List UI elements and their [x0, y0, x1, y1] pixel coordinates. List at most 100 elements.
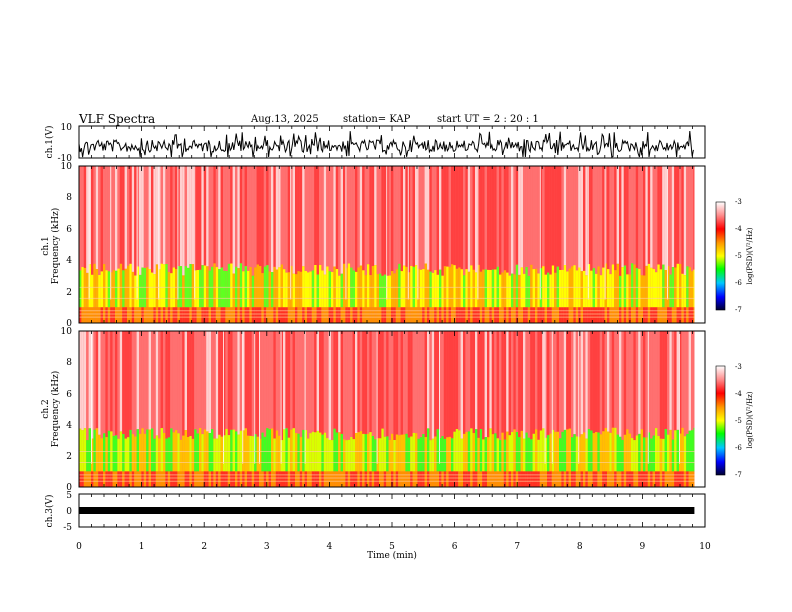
spec-upper-column: [407, 331, 411, 438]
spec-upper-column: [643, 331, 646, 438]
spec-mid-column: [674, 430, 677, 472]
spec-mid-column: [487, 437, 490, 472]
spec-upper-column: [98, 166, 101, 275]
spec-mid-column: [333, 428, 336, 472]
spec-mid-column: [379, 438, 382, 472]
spec-low-column: [496, 307, 499, 323]
spec-low-column: [580, 307, 583, 323]
spec-upper-column: [143, 166, 147, 268]
spec-mid-column: [475, 429, 478, 472]
spec-mid-column: [633, 264, 636, 308]
spec-mid-column: [167, 272, 171, 308]
spec-upper-column: [316, 166, 319, 275]
spec-mid-column: [599, 275, 603, 308]
spec-upper-column: [455, 331, 459, 429]
spec-low-column: [362, 471, 365, 487]
spec-mid-column: [194, 429, 197, 472]
spec-mid-column: [347, 263, 351, 308]
spec-low-column: [323, 471, 327, 487]
spec-upper-column: [139, 166, 142, 275]
spec-low-column: [347, 471, 351, 487]
spec-low-column: [374, 471, 377, 487]
spec-upper-column: [88, 166, 91, 265]
spec-low-column: [513, 471, 516, 487]
spec-upper-column: [261, 331, 264, 433]
spec-low-column: [628, 307, 631, 323]
spec-upper-column: [400, 331, 403, 435]
spec-low-column: [489, 471, 492, 487]
spec-upper-column: [609, 331, 612, 433]
spec-mid-column: [191, 264, 195, 308]
spec-upper-column: [263, 166, 267, 267]
spec-low-column: [148, 471, 151, 487]
ch2-spectrogram-image: [79, 331, 695, 487]
spec-low-column: [194, 471, 197, 487]
spec-low-column: [602, 471, 605, 487]
spec-low-column: [662, 307, 665, 323]
spec-low-column: [340, 471, 343, 487]
spec-upper-column: [460, 166, 463, 270]
spec-low-column: [115, 307, 118, 323]
spec-low-column: [256, 471, 259, 487]
spec-mid-column: [621, 439, 624, 472]
spec-mid-column: [189, 436, 192, 472]
spec-mid-column: [287, 272, 291, 308]
spec-mid-column: [604, 428, 607, 472]
spec-upper-column: [215, 331, 219, 439]
spec-upper-column: [153, 331, 156, 439]
spec-mid-column: [218, 434, 221, 472]
spec-low-column: [251, 307, 255, 323]
spec-mid-column: [268, 429, 271, 472]
spec-mid-column: [134, 436, 137, 472]
spec-low-column: [597, 471, 600, 487]
spec-mid-column: [374, 439, 377, 472]
spec-upper-column: [619, 166, 622, 276]
spec-upper-column: [542, 166, 545, 267]
spec-mid-column: [679, 433, 682, 472]
spec-upper-column: [175, 331, 178, 431]
spec-mid-column: [417, 268, 420, 308]
spec-mid-column: [107, 271, 111, 308]
spec-low-column: [199, 471, 202, 487]
spec-low-column: [338, 307, 341, 323]
spec-low-column: [326, 307, 329, 323]
spec-upper-column: [311, 331, 315, 432]
spec-low-column: [655, 471, 658, 487]
spec-upper-column: [242, 166, 245, 272]
spec-upper-column: [208, 166, 211, 271]
spec-low-column: [619, 471, 622, 487]
spec-mid-column: [299, 271, 303, 308]
spec-upper-column: [688, 331, 691, 431]
spec-mid-column: [105, 437, 108, 472]
spec-upper-column: [467, 166, 471, 272]
spec-mid-column: [220, 436, 223, 472]
spec-mid-column: [112, 435, 115, 472]
ch1-freq-tick-0: 0: [66, 319, 72, 329]
spec-low-column: [621, 471, 624, 487]
spec-upper-column: [537, 331, 540, 440]
spec-upper-column: [599, 166, 603, 276]
spec-low-column: [604, 307, 607, 323]
spec-low-column: [393, 307, 396, 323]
spec-low-column: [141, 307, 144, 323]
spec-upper-column: [367, 166, 370, 265]
spec-low-column: [633, 471, 636, 487]
spec-low-column: [100, 471, 103, 487]
spec-mid-column: [163, 432, 166, 472]
spec-low-column: [472, 307, 475, 323]
ch3-ytick-0: 0: [66, 507, 72, 517]
spec-mid-column: [383, 436, 387, 472]
spec-mid-column: [129, 263, 132, 308]
x-tick-label-9: 9: [640, 542, 646, 552]
spec-mid-column: [508, 275, 511, 308]
spec-low-column: [599, 471, 603, 487]
spec-white-streak: [679, 331, 680, 464]
spec-upper-column: [578, 331, 581, 437]
spec-upper-column: [571, 331, 574, 438]
spec-upper-column: [184, 331, 187, 431]
spec-low-column: [326, 471, 329, 487]
spec-low-column: [491, 307, 495, 323]
spec-upper-column: [585, 166, 588, 276]
spec-upper-column: [645, 331, 648, 438]
spec-upper-column: [499, 331, 502, 441]
